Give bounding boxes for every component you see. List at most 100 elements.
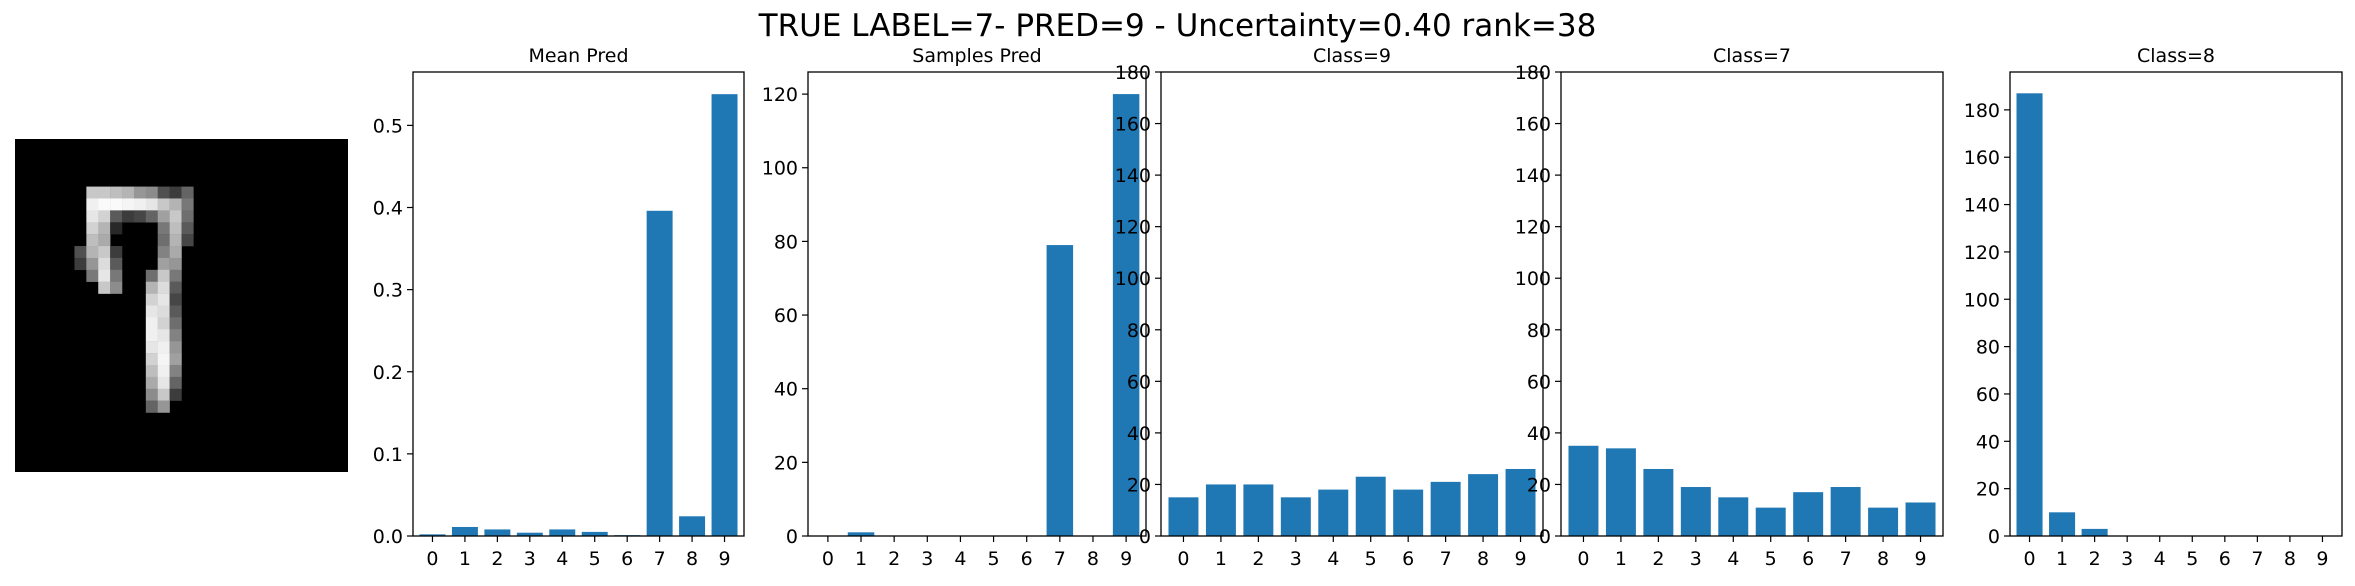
y-tick-label: 120	[1964, 242, 2000, 264]
y-tick-label: 0.3	[373, 280, 403, 302]
digit-pixel	[98, 246, 111, 259]
digit-pixel	[86, 222, 99, 235]
x-tick-label: 9	[718, 548, 730, 570]
y-tick-label: 160	[1115, 114, 1151, 136]
bar	[2081, 528, 2108, 536]
digit-pixel	[74, 246, 87, 259]
axes-frame	[2009, 71, 2343, 537]
x-tick-label: 7	[654, 548, 666, 570]
digit-pixel	[169, 269, 182, 282]
axes-frame	[1560, 71, 1944, 537]
y-tick-label: 0.5	[373, 115, 403, 137]
x-tick-label: 8	[1477, 548, 1489, 570]
x-tick-label: 2	[2089, 548, 2101, 570]
bar	[1355, 476, 1386, 536]
x-tick-label: 8	[686, 548, 698, 570]
y-tick-label: 80	[1976, 337, 2000, 359]
digit-pixel	[157, 198, 170, 211]
digit-pixel	[98, 269, 111, 282]
digit-pixel	[122, 186, 135, 199]
digit-pixel	[169, 305, 182, 318]
x-tick-label: 5	[1365, 548, 1377, 570]
y-tick-label: 100	[1115, 268, 1151, 290]
digit-pixel	[157, 341, 170, 354]
x-tick-label: 8	[2284, 548, 2296, 570]
digit-pixel	[157, 400, 170, 413]
y-tick-label: 120	[1115, 217, 1151, 239]
bar	[1112, 94, 1140, 536]
digit-pixel	[110, 210, 123, 223]
bar	[646, 210, 673, 537]
digit-pixel	[110, 186, 123, 199]
digit-pixel	[169, 210, 182, 223]
y-tick-label: 40	[1127, 423, 1151, 445]
bar	[549, 529, 576, 536]
y-tick-label: 20	[1976, 479, 2000, 501]
bar	[847, 532, 875, 536]
x-tick-label: 6	[2219, 548, 2231, 570]
digit-pixel	[145, 305, 158, 318]
bar	[516, 532, 543, 536]
digit-pixel	[169, 198, 182, 211]
digit-pixel	[145, 186, 158, 199]
x-tick-label: 0	[1577, 548, 1589, 570]
digit-pixel	[110, 246, 123, 259]
y-tick-label: 20	[1527, 474, 1551, 496]
digit-pixel	[86, 246, 99, 259]
y-tick-label: 100	[1964, 289, 2000, 311]
axes-frame	[412, 71, 745, 537]
digit-pixel	[110, 269, 123, 282]
digit-pixel	[157, 353, 170, 366]
y-tick-label: 60	[1127, 371, 1151, 393]
y-tick-label: 0	[786, 526, 798, 548]
x-tick-label: 4	[954, 548, 966, 570]
chart-panel-5: 0 1 2 3 4 5 6 7 8 9020406080100120140160180Class=…	[1964, 45, 2343, 570]
digit-pixel	[133, 210, 147, 223]
digit-pixel	[86, 186, 99, 199]
digit-pixel	[145, 269, 158, 282]
digit-pixel	[157, 293, 170, 306]
y-tick-label: 80	[774, 231, 798, 253]
digit-pixel	[169, 293, 182, 306]
digit-pixel	[98, 281, 111, 294]
bar	[581, 531, 608, 536]
bar	[1793, 492, 1824, 536]
x-tick-label: 8	[1877, 548, 1889, 570]
x-tick-label: 3	[1290, 548, 1302, 570]
x-tick-label: 7	[1440, 548, 1452, 570]
digit-pixel	[169, 317, 182, 330]
digit-pixel	[145, 376, 158, 389]
digit-pixel	[169, 388, 182, 401]
x-tick-label: 6	[1402, 548, 1414, 570]
x-tick-label: 4	[1327, 548, 1339, 570]
x-tick-label: 9	[2316, 548, 2328, 570]
bar	[1718, 497, 1749, 536]
digit-pixel	[157, 317, 170, 330]
x-tick-label: 2	[1652, 548, 1664, 570]
chart-panel-4: 0 1 2 3 4 5 6 7 8 9020406080100120140160180Class=…	[1515, 45, 1944, 570]
y-tick-label: 60	[1527, 371, 1551, 393]
digit-pixel	[86, 257, 99, 271]
digit-pixel	[145, 353, 158, 366]
digit-pixel	[169, 222, 182, 235]
x-tick-label: 4	[1727, 548, 1739, 570]
bar	[1243, 484, 1274, 536]
y-tick-label: 80	[1527, 320, 1551, 342]
digit-pixel	[181, 198, 194, 211]
digit-pixel	[169, 234, 182, 247]
digit-pixel	[98, 210, 111, 223]
digit-pixel	[169, 257, 182, 271]
digit-pixel	[169, 186, 182, 199]
bar	[1755, 507, 1786, 536]
bar	[1830, 487, 1861, 536]
digit-pixel	[86, 210, 99, 223]
bar	[451, 526, 478, 536]
mnist-digit-image	[15, 139, 348, 472]
y-tick-label: 140	[1115, 165, 1151, 187]
digit-pixel	[169, 364, 182, 378]
bar	[1868, 507, 1899, 536]
bar	[1430, 481, 1461, 536]
x-tick-label: 7	[1054, 548, 1066, 570]
